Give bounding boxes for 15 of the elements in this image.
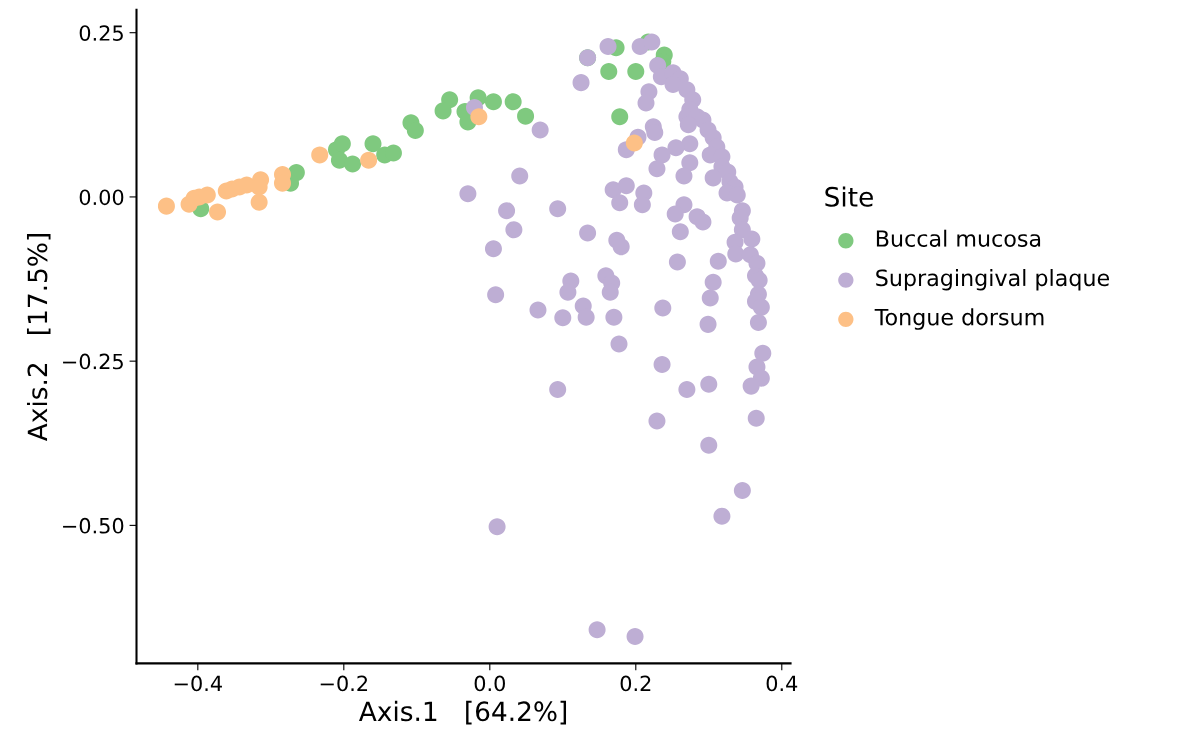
x-tick-label: 0.2	[620, 675, 651, 692]
x-tick-label: −0.4	[174, 675, 222, 692]
x-tick-label: 0.4	[766, 675, 798, 692]
y-axis-title: Axis.2 [17.5%]	[26, 234, 51, 442]
legend-label: Supragingival plaque	[876, 268, 1110, 291]
x-tick-label: 0.0	[474, 675, 505, 692]
legend-label: Tongue dorsum	[874, 308, 1044, 330]
x-axis-title: Axis.1 [64.2%]	[358, 700, 567, 725]
x-tick-label: −0.2	[320, 675, 368, 692]
y-tick-label: 0.25	[79, 25, 123, 41]
y-tick-label: −0.25	[63, 353, 123, 370]
legend-label: Buccal mucosa	[876, 229, 1041, 247]
legend-title: Site	[825, 186, 873, 207]
y-tick-label: −0.50	[63, 517, 124, 534]
y-tick-label: 0.00	[79, 189, 124, 206]
